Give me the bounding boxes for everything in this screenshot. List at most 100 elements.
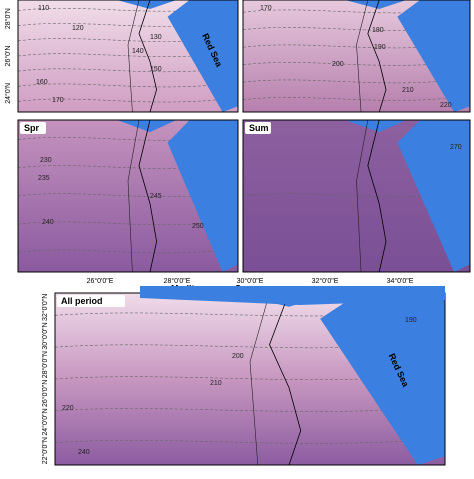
- contour-line: [18, 36, 238, 42]
- border: [249, 293, 270, 465]
- contour-label: 230: [40, 157, 52, 164]
- latitude-label: 30°0'0"N: [41, 322, 49, 349]
- latitude-label: 24°0'0"N: [41, 408, 49, 435]
- contour-label: 170: [52, 97, 64, 104]
- contour-label: 200: [232, 353, 244, 360]
- contour-label: 220: [62, 405, 74, 412]
- sea: [140, 286, 445, 305]
- contour-line: [18, 51, 238, 57]
- contour-line: [243, 7, 470, 14]
- contour-line: [18, 6, 238, 12]
- panel-title: Spr: [24, 123, 40, 133]
- contour-label: 120: [72, 25, 84, 32]
- panel-frame: [242, 119, 471, 273]
- longitude-label: 30°0'0"E: [237, 277, 264, 285]
- panel-frame: [17, 0, 239, 113]
- contour-line: [55, 406, 445, 412]
- contour-label: 250: [192, 223, 204, 230]
- sea: [397, 0, 470, 112]
- nile-river: [138, 0, 158, 112]
- contour-label: 210: [210, 380, 222, 387]
- title-box: [57, 295, 125, 307]
- contour-line: [18, 163, 238, 169]
- contour-label: 270: [450, 144, 462, 151]
- map-panel: 270 Sum: [242, 119, 471, 273]
- longitude-label: 34°0'0"E: [387, 277, 414, 285]
- contour-line: [18, 219, 238, 226]
- contour-label: 210: [402, 87, 414, 94]
- contour-line: [18, 97, 238, 103]
- contour-line: [243, 60, 470, 66]
- panel-content: [243, 120, 470, 272]
- contour-label: 190: [374, 44, 386, 51]
- contour-line: [18, 81, 238, 88]
- contour-line: [55, 438, 445, 444]
- contour-label: 140: [132, 48, 144, 55]
- sea: [320, 293, 445, 465]
- nile-river: [367, 0, 387, 112]
- longitude-label: 32°0'0"E: [312, 277, 339, 285]
- panel-title: All period: [61, 296, 103, 306]
- title-box: [20, 122, 46, 134]
- latitude-label: 24°0'N: [4, 83, 12, 104]
- latitude-label: 26°0'0"N: [41, 380, 49, 407]
- contour-label: 160: [36, 79, 48, 86]
- panel-content: [18, 120, 238, 272]
- contour-label: 130: [150, 34, 162, 41]
- contour-label: 220: [440, 102, 452, 109]
- sea: [397, 120, 470, 272]
- latitude-label: 28°0'0"N: [41, 351, 49, 378]
- contour-label: 245: [150, 193, 162, 200]
- nile-river: [138, 120, 158, 272]
- contour-line: [243, 95, 470, 101]
- sea: [167, 0, 238, 112]
- contour-label: 180: [372, 27, 384, 34]
- sea: [345, 0, 407, 9]
- contour-label: 235: [38, 175, 50, 182]
- contour-line: [55, 310, 445, 317]
- border: [356, 120, 369, 272]
- latitude-label: 22°0'0"N: [41, 437, 49, 464]
- contour-label: 110: [38, 5, 49, 12]
- longitude-label: 28°0'0"E: [164, 277, 191, 285]
- map-panel: 230 235 240 245 250 Spr: [17, 119, 239, 273]
- contour-label: 190: [405, 317, 417, 324]
- sea: [167, 120, 238, 272]
- panel-content: [18, 0, 238, 112]
- contour-line: [18, 247, 238, 254]
- latitude-label: 32°0'0"N: [41, 294, 49, 321]
- longitude-label: 26°0'0"E: [87, 277, 114, 285]
- panel-frame: [17, 119, 239, 273]
- contour-line: [18, 135, 238, 141]
- sea: [117, 120, 177, 133]
- contour-line: [18, 191, 238, 197]
- contour-label: 240: [78, 449, 90, 456]
- nile-river: [269, 293, 302, 465]
- contour-line: [18, 66, 238, 73]
- latitude-label: 28°0'N: [4, 8, 12, 29]
- contour-line: [18, 21, 238, 27]
- title-box: [245, 122, 271, 134]
- border: [127, 120, 140, 272]
- nile-river: [367, 120, 387, 272]
- border: [127, 0, 140, 112]
- panel-frame: [242, 0, 471, 113]
- contour-label: 150: [150, 66, 162, 73]
- contour-line: [243, 191, 470, 197]
- panel-content: [55, 293, 445, 465]
- sea: [345, 120, 407, 133]
- contour-line: [243, 25, 470, 31]
- contour-line: [243, 42, 470, 49]
- border: [356, 0, 369, 112]
- contour-line: [243, 77, 470, 84]
- latitude-label: 26°0'N: [4, 46, 12, 67]
- contour-line: [55, 374, 445, 380]
- sea: [117, 0, 177, 9]
- panel-title: Sum: [249, 123, 269, 133]
- map-panel: 170 180 190 200 210 220: [242, 0, 471, 113]
- contour-label: 170: [260, 5, 272, 12]
